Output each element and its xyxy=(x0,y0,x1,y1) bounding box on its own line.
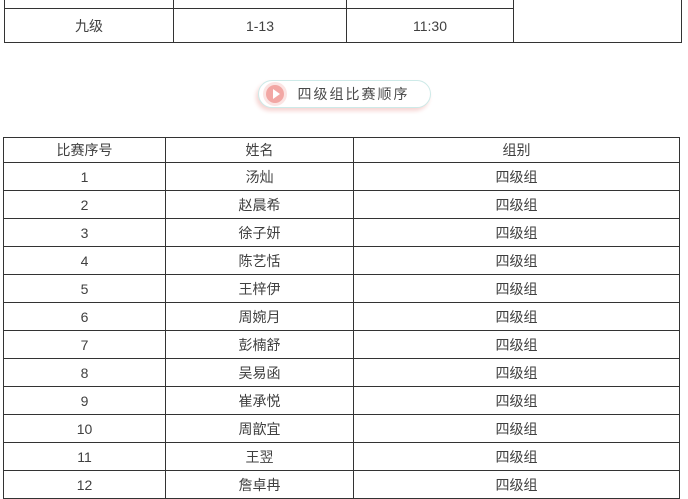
table-cell-group: 四级组 xyxy=(353,218,680,247)
roster-header-group: 组别 xyxy=(353,137,680,163)
table-cell-no: 1 xyxy=(3,162,166,191)
schedule-cell xyxy=(346,0,514,9)
table-cell-group: 四级组 xyxy=(353,470,680,499)
table-cell-group: 四级组 xyxy=(353,162,680,191)
table-cell-name: 陈艺恬 xyxy=(165,246,354,275)
table-cell-group: 四级组 xyxy=(353,330,680,359)
table-cell-name: 徐子妍 xyxy=(165,218,354,247)
table-cell-name: 崔承悦 xyxy=(165,386,354,415)
table-row: 3 徐子妍 四级组 xyxy=(3,218,680,247)
schedule-time-cell: 11:30 xyxy=(346,8,514,43)
table-cell-name: 彭楠舒 xyxy=(165,330,354,359)
roster-header-name: 姓名 xyxy=(165,137,354,163)
table-cell-name: 周婉月 xyxy=(165,302,354,331)
table-cell-no: 11 xyxy=(3,442,166,471)
table-row: 8 吴易函 四级组 xyxy=(3,358,680,387)
table-cell-no: 12 xyxy=(3,470,166,499)
schedule-note-cell xyxy=(513,0,682,43)
table-cell-group: 四级组 xyxy=(353,442,680,471)
table-cell-no: 3 xyxy=(3,218,166,247)
table-cell-name: 吴易函 xyxy=(165,358,354,387)
roster-table: 比赛序号 姓名 组别 1 汤灿 四级组 2 赵晨希 四级组 3 徐子妍 四级组 4 陈艺恬 四级组 5 王… xyxy=(3,137,680,499)
schedule-row-partial xyxy=(4,0,682,43)
table-cell-no: 8 xyxy=(3,358,166,387)
table-cell-name: 王翌 xyxy=(165,442,354,471)
table-row: 10 周歆宜 四级组 xyxy=(3,414,680,443)
table-row: 5 王梓伊 四级组 xyxy=(3,274,680,303)
schedule-cell xyxy=(173,0,347,9)
table-cell-group: 四级组 xyxy=(353,386,680,415)
table-cell-name: 周歆宜 xyxy=(165,414,354,443)
table-cell-no: 9 xyxy=(3,386,166,415)
play-icon xyxy=(265,85,284,103)
table-cell-no: 7 xyxy=(3,330,166,359)
schedule-level-cell: 九级 xyxy=(4,8,174,43)
table-cell-group: 四级组 xyxy=(353,414,680,443)
table-row: 11 王翌 四级组 xyxy=(3,442,680,471)
table-cell-group: 四级组 xyxy=(353,274,680,303)
table-row: 1 汤灿 四级组 xyxy=(3,162,680,191)
schedule-row: 九级 1-13 11:30 xyxy=(4,8,682,43)
section-badge: 四级组比赛顺序 xyxy=(257,80,431,108)
roster-header-row: 比赛序号 姓名 组别 xyxy=(3,137,680,163)
table-row: 4 陈艺恬 四级组 xyxy=(3,246,680,275)
table-cell-group: 四级组 xyxy=(353,246,680,275)
table-cell-name: 詹卓冉 xyxy=(165,470,354,499)
table-cell-no: 2 xyxy=(3,190,166,219)
table-cell-group: 四级组 xyxy=(353,358,680,387)
table-row: 2 赵晨希 四级组 xyxy=(3,190,680,219)
section-badge-label: 四级组比赛顺序 xyxy=(297,86,410,102)
table-cell-group: 四级组 xyxy=(353,302,680,331)
schedule-table: 九级 1-13 11:30 xyxy=(4,0,682,43)
table-cell-no: 6 xyxy=(3,302,166,331)
table-row: 9 崔承悦 四级组 xyxy=(3,386,680,415)
table-cell-name: 王梓伊 xyxy=(165,274,354,303)
table-cell-no: 5 xyxy=(3,274,166,303)
section-heading-row: 四级组比赛顺序 xyxy=(0,80,688,108)
table-row: 6 周婉月 四级组 xyxy=(3,302,680,331)
table-cell-name: 汤灿 xyxy=(165,162,354,191)
table-cell-group: 四级组 xyxy=(353,190,680,219)
table-row: 12 詹卓冉 四级组 xyxy=(3,470,680,499)
table-cell-name: 赵晨希 xyxy=(165,190,354,219)
schedule-cell xyxy=(4,0,174,9)
table-row: 7 彭楠舒 四级组 xyxy=(3,330,680,359)
roster-header-no: 比赛序号 xyxy=(3,137,166,163)
schedule-range-cell: 1-13 xyxy=(173,8,347,43)
table-cell-no: 4 xyxy=(3,246,166,275)
table-cell-no: 10 xyxy=(3,414,166,443)
